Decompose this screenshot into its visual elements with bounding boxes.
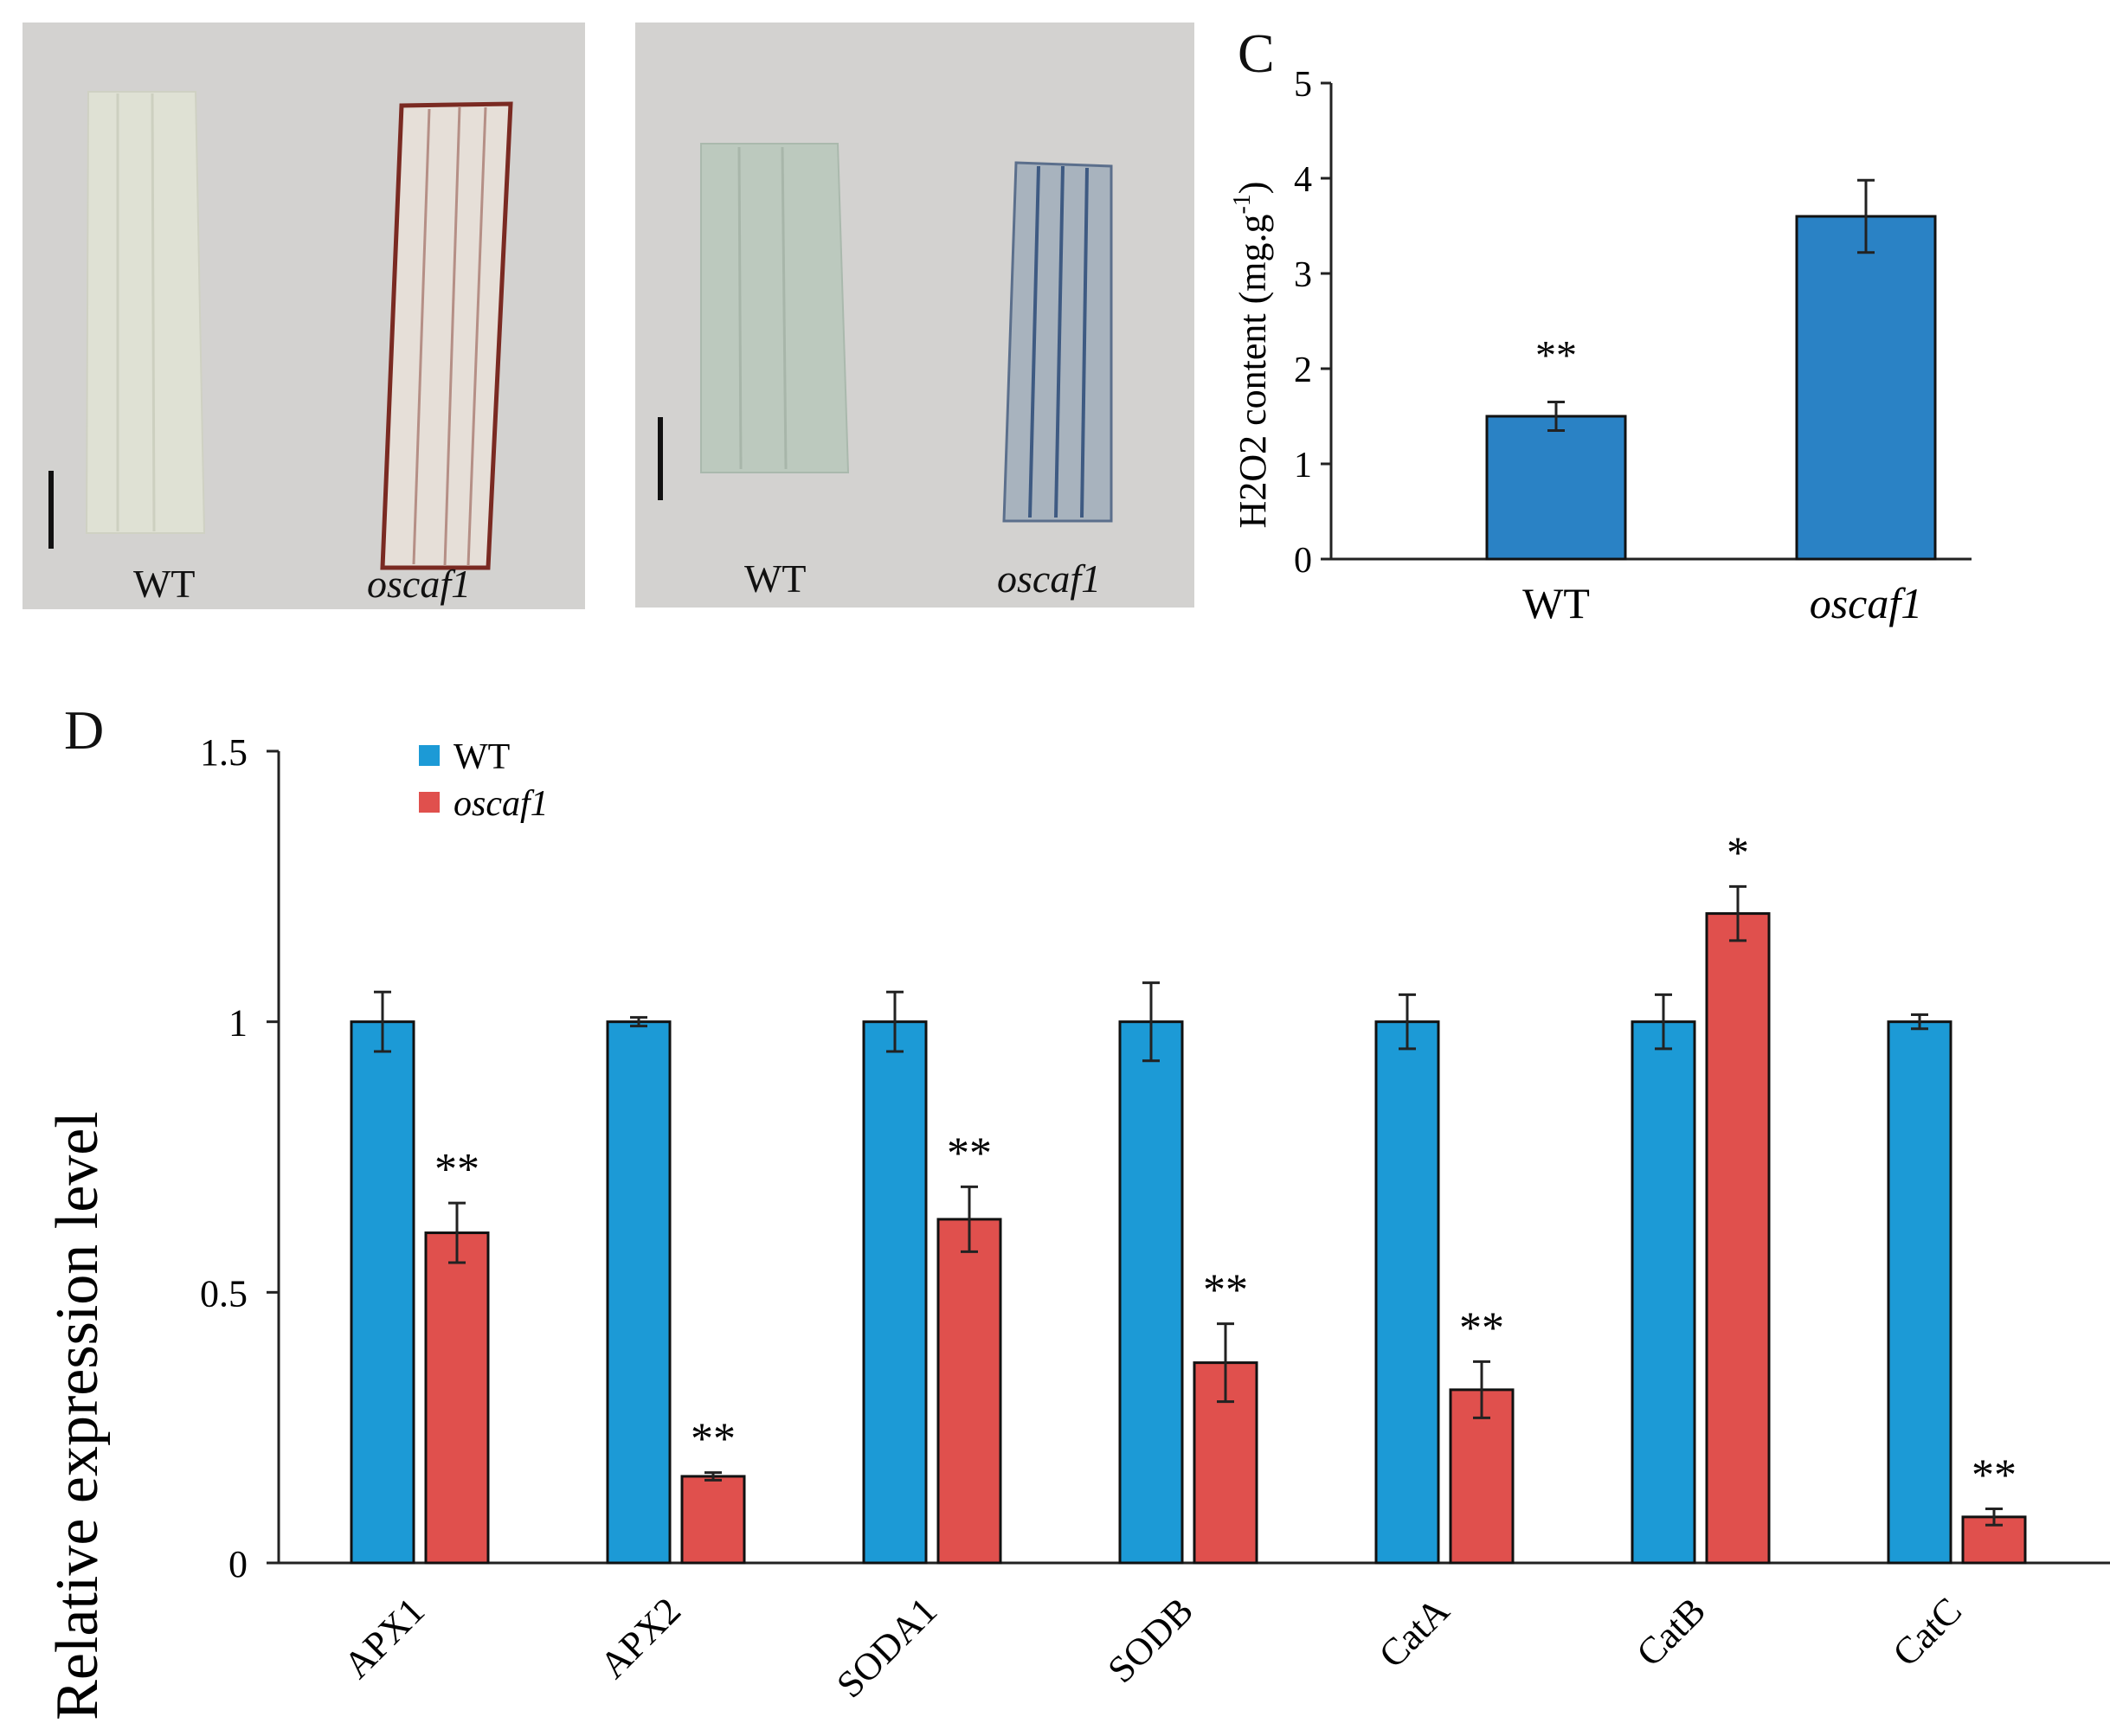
y-tick-label: 5	[1294, 65, 1312, 105]
y-tick-label: 1.5	[200, 731, 248, 774]
panel-a-leaves	[85, 91, 513, 570]
h2o2-chart: H2O2 content (mg.g-1) 0 1 2 3 4 5 WT ** oscaf1	[1229, 65, 1972, 627]
bar-wt	[1118, 1020, 1184, 1565]
mutant-leaf-dab	[380, 101, 513, 570]
x-tick-label: oscaf1	[1810, 579, 1923, 627]
y-tick-label: 1	[228, 1002, 248, 1045]
legend-label: oscaf1	[454, 784, 549, 824]
legend-swatch-oscaf1	[419, 792, 440, 813]
significance-label: **	[434, 1145, 479, 1194]
x-tick-label: CatC	[1884, 1589, 1970, 1675]
mutant-leaf-vein	[443, 106, 461, 567]
x-tick-label: CatA	[1371, 1589, 1457, 1675]
expression-chart: Relative expression level 0 0.5 1 1.5 ** APX1…	[44, 731, 2110, 1720]
x-tick-label: APX1	[336, 1589, 433, 1686]
significance-label: **	[1459, 1303, 1504, 1353]
y-tick-label: 1	[1294, 446, 1312, 485]
bar	[1485, 415, 1627, 561]
panel-b-leaves	[700, 143, 1113, 523]
panel-c-letter: C	[1238, 23, 1275, 84]
bar-oscaf1	[424, 1231, 490, 1565]
wt-leaf-vein	[737, 146, 743, 470]
panel-b-photo: WT oscaf1	[635, 23, 1194, 608]
panel-a-label-wt: WT	[133, 562, 196, 606]
y-tick-label: 2	[1294, 350, 1312, 390]
significance-label: **	[1535, 333, 1577, 379]
mutant-leaf-vein	[1028, 165, 1040, 518]
scale-bar	[48, 471, 54, 549]
legend-label: WT	[454, 737, 510, 777]
x-tick-label: CatB	[1628, 1589, 1714, 1675]
y-tick-label: 3	[1294, 255, 1312, 295]
x-tick-label: WT	[1522, 579, 1590, 627]
significance-label: **	[1972, 1450, 2017, 1500]
wt-leaf-vein	[781, 146, 788, 470]
scale-bar	[658, 417, 663, 500]
panel-b-label-wt: WT	[744, 556, 807, 601]
legend-swatch-wt	[419, 745, 440, 766]
x-tick-label: SODA1	[828, 1589, 945, 1706]
mutant-leaf-vein	[466, 106, 487, 567]
y-tick-label: 0	[1294, 541, 1312, 581]
y-tick-label: 0.5	[200, 1272, 248, 1315]
bar-wt	[862, 1020, 928, 1565]
y-axis-title: H2O2 content (mg.g-1)	[1229, 182, 1274, 529]
y-tick-label: 0	[228, 1543, 248, 1585]
bar-oscaf1	[936, 1218, 1002, 1565]
bar-wt	[606, 1020, 672, 1565]
x-tick-label: APX2	[592, 1589, 689, 1686]
y-axis-title: Relative expression level	[44, 1111, 111, 1720]
wt-leaf-vein	[151, 93, 156, 532]
panel-b-label-oscaf1: oscaf1	[997, 556, 1102, 601]
panel-d-letter: D	[64, 699, 105, 761]
bar-wt	[350, 1020, 415, 1565]
significance-label: **	[1203, 1266, 1248, 1315]
significance-label: **	[947, 1128, 992, 1178]
significance-label: **	[691, 1415, 736, 1464]
bar	[1795, 215, 1937, 561]
x-tick-label: SODB	[1099, 1589, 1201, 1691]
wt-leaf-nbt	[700, 143, 850, 473]
y-tick-label: 4	[1294, 160, 1312, 200]
mutant-leaf-vein	[412, 108, 431, 565]
bar-wt	[1631, 1020, 1696, 1565]
wt-leaf-dab	[85, 91, 206, 534]
panel-a-photo: WT oscaf1	[23, 23, 585, 609]
bar-wt	[1887, 1020, 1952, 1565]
bar-wt	[1374, 1020, 1440, 1565]
mutant-leaf-vein	[1054, 165, 1065, 518]
panel-a-label-oscaf1: oscaf1	[367, 562, 472, 606]
bar-oscaf1	[1705, 912, 1771, 1565]
significance-label: *	[1727, 828, 1749, 878]
mutant-leaf-vein	[1080, 167, 1089, 518]
bar-oscaf1	[680, 1475, 746, 1565]
